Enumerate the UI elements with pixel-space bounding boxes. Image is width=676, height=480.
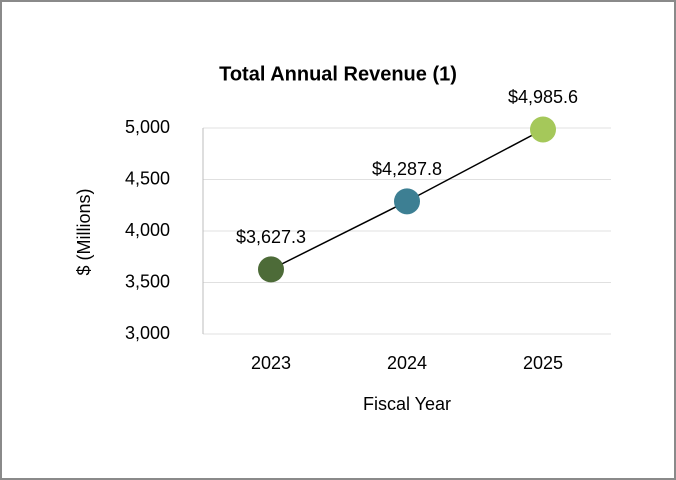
y-tick-label: 3,500 xyxy=(125,271,170,291)
x-tick-label: 2023 xyxy=(251,353,291,373)
marker xyxy=(530,116,556,143)
y-tick-label: 4,000 xyxy=(125,220,170,240)
y-tick-label: 3,000 xyxy=(125,323,170,343)
data-label: $4,287.8 xyxy=(372,159,442,179)
marker xyxy=(258,256,284,283)
x-axis-title: Fiscal Year xyxy=(363,394,451,414)
data-label: $4,985.6 xyxy=(508,87,578,107)
y-axis-title: $ (Millions) xyxy=(74,188,94,275)
x-tick-label: 2025 xyxy=(523,353,563,373)
y-tick-label: 4,500 xyxy=(125,168,170,188)
chart-title: Total Annual Revenue (1) xyxy=(219,63,457,85)
x-tick-label: 2024 xyxy=(387,353,427,373)
marker xyxy=(394,188,420,215)
y-tick-label: 5,000 xyxy=(125,117,170,137)
data-label: $3,627.3 xyxy=(236,227,306,247)
